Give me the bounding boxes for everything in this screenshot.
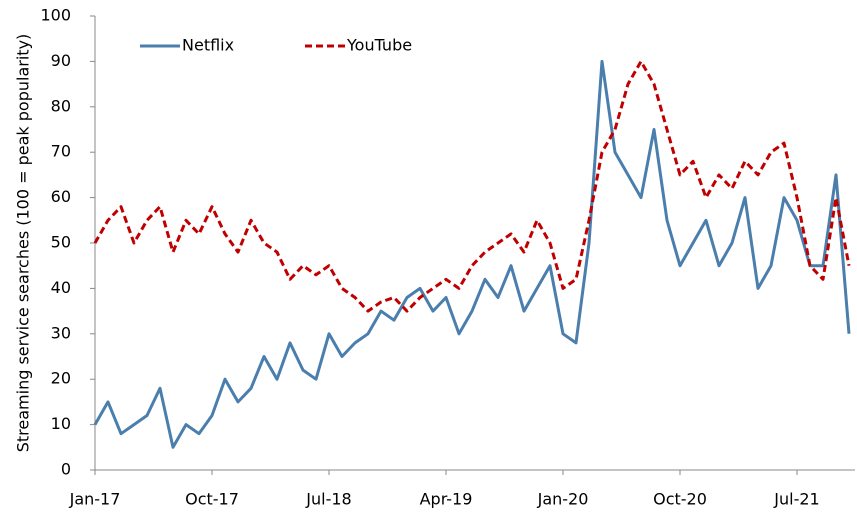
x-tick-label: Jul-18 xyxy=(305,490,351,509)
x-tick-label: Oct-20 xyxy=(653,490,707,509)
x-tick-label: Jan-20 xyxy=(537,490,589,509)
y-tick-label: 90 xyxy=(51,51,71,70)
x-tick-label: Apr-19 xyxy=(420,490,473,509)
legend-label: Netflix xyxy=(182,36,234,55)
line-series xyxy=(93,59,851,449)
y-tick-label: 50 xyxy=(51,233,71,252)
x-tick-label: Oct-17 xyxy=(185,490,239,509)
legend-label: YouTube xyxy=(346,36,412,55)
y-tick-label: 20 xyxy=(51,369,71,388)
y-tick-label: 100 xyxy=(40,6,71,25)
y-tick-label: 40 xyxy=(51,278,71,297)
y-axis-label: Streaming service searches (100 = peak p… xyxy=(14,34,33,453)
line-series xyxy=(93,59,851,313)
y-tick-label: 30 xyxy=(51,323,71,342)
x-tick-label: Jul-21 xyxy=(773,490,819,509)
y-tick-label: 70 xyxy=(51,142,71,161)
y-tick-label: 80 xyxy=(51,96,71,115)
y-tick-label: 60 xyxy=(51,187,71,206)
x-tick-label: Jan-17 xyxy=(69,490,121,509)
y-tick-label: 0 xyxy=(61,460,71,479)
y-tick-label: 10 xyxy=(51,414,71,433)
